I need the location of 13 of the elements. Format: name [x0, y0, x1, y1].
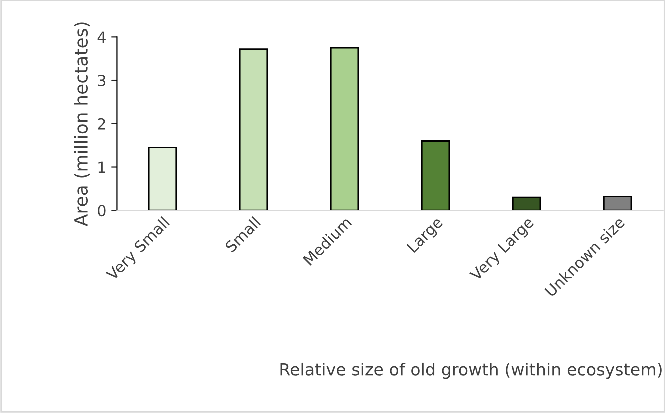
x-axis-title: Relative size of old growth (within ecosystem): [280, 362, 662, 380]
y-tick-label: 0: [98, 205, 106, 217]
bar: [421, 140, 450, 211]
y-tick-label: 2: [98, 118, 106, 130]
y-tick-label: 3: [98, 75, 106, 87]
bar: [512, 196, 542, 211]
bar: [239, 48, 268, 211]
bar: [330, 47, 360, 211]
y-axis-title: Area (million hectates): [74, 22, 90, 226]
bar: [148, 147, 178, 211]
y-tick-label: 1: [98, 162, 106, 174]
y-tick-label: 4: [98, 32, 106, 43]
bar: [603, 196, 632, 211]
